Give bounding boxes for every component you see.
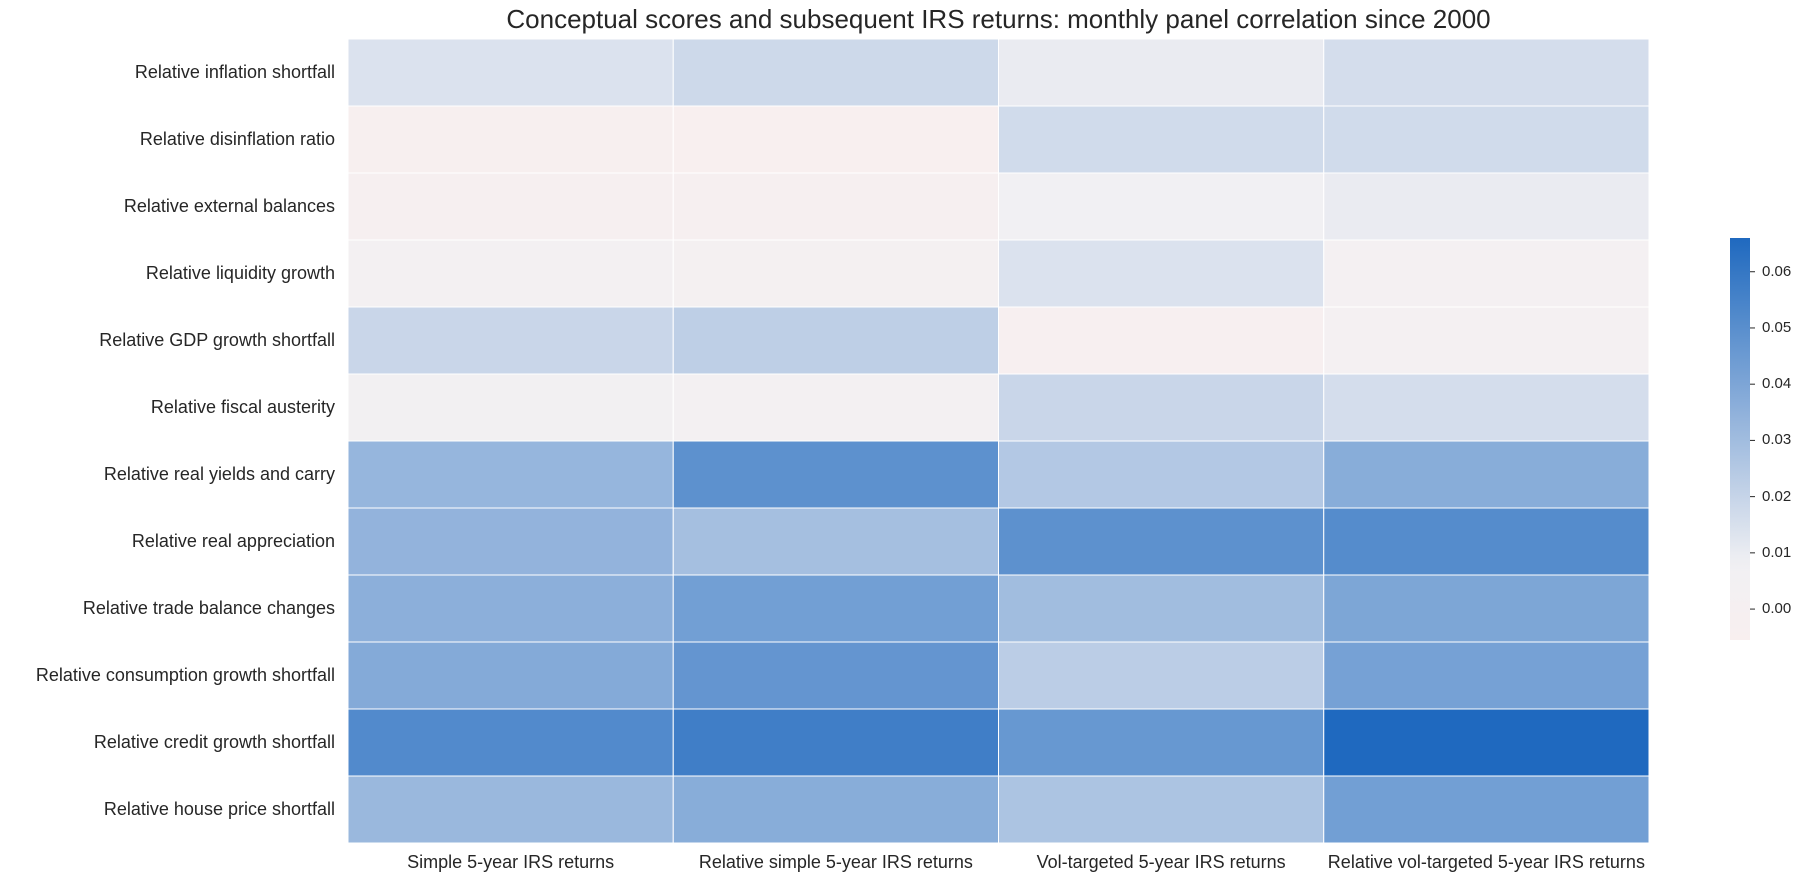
heatmap-cell [998,507,1325,576]
heatmap-cell [998,38,1325,107]
heatmap-cell [998,775,1325,844]
heatmap-cell [1323,775,1650,844]
heatmap-cell [347,775,674,844]
row-label: Relative fiscal austerity [150,396,335,417]
row-label: Relative external balances [123,195,335,216]
heatmap-cell [1323,641,1650,710]
heatmap-cell [347,239,674,308]
heatmap-cell [672,708,999,777]
row-label: Relative trade balance changes [82,597,335,618]
column-label: Vol-targeted 5-year IRS returns [1036,852,1286,872]
heatmap-cell [672,775,999,844]
heatmap-cell [347,306,674,375]
row-label: Relative liquidity growth [145,262,335,283]
heatmap-cell [347,574,674,643]
colorbar-tick-label: 0.02 [1762,487,1792,505]
heatmap-cell [347,105,674,174]
colorbar-tick-label: 0.00 [1762,600,1792,618]
heatmap-cell [998,239,1325,308]
heatmap-cell [672,373,999,442]
heatmap-cell [347,38,674,107]
heatmap-cell [1323,172,1650,241]
column-label: Relative simple 5-year IRS returns [698,852,973,872]
heatmap-cell [1323,373,1650,442]
heatmap-cell [672,239,999,308]
heatmap-cell [998,172,1325,241]
heatmap-cell [1323,440,1650,509]
row-label: Relative GDP growth shortfall [99,329,335,350]
row-label: Relative house price shortfall [103,798,335,819]
row-label: Relative disinflation ratio [139,128,335,149]
heatmap-cell [998,306,1325,375]
heatmap-cell [1323,239,1650,308]
heatmap-cell [672,38,999,107]
heatmap-cell [998,440,1325,509]
heatmap-cell [1323,574,1650,643]
heatmap-cell [1323,306,1650,375]
heatmap-cell [1323,507,1650,576]
column-label: Simple 5-year IRS returns [407,852,615,872]
heatmap-cell [672,507,999,576]
colorbar-tick-label: 0.04 [1762,375,1792,393]
heatmap-cell [347,708,674,777]
heatmap-cell [672,440,999,509]
heatmap-cell [672,172,999,241]
heatmap-cell [672,306,999,375]
heatmap-cell [1323,708,1650,777]
heatmap-cell [347,507,674,576]
colorbar [1730,238,1750,640]
chart-title: Conceptual scores and subsequent IRS ret… [506,4,1491,34]
row-label: Relative real yields and carry [103,463,335,484]
heatmap-cell [347,641,674,710]
colorbar-tick-label: 0.03 [1762,431,1792,449]
heatmap-cell [672,105,999,174]
heatmap-cell [998,105,1325,174]
row-label: Relative consumption growth shortfall [35,664,335,685]
heatmap-cell [998,708,1325,777]
heatmap-cell [347,373,674,442]
heatmap-cell [672,641,999,710]
colorbar-tick-label: 0.06 [1762,262,1792,280]
heatmap-cell [998,641,1325,710]
heatmap-cell [998,574,1325,643]
heatmap-cell [672,574,999,643]
heatmap-cell [1323,38,1650,107]
row-label: Relative real appreciation [131,530,335,551]
heatmap-cell [347,172,674,241]
heatmap-cell [347,440,674,509]
column-label: Relative vol-targeted 5-year IRS returns [1327,852,1645,872]
row-label: Relative inflation shortfall [134,61,335,82]
heatmap-cell [1323,105,1650,174]
heatmap-cell [998,373,1325,442]
row-label: Relative credit growth shortfall [93,731,335,752]
colorbar-tick-label: 0.01 [1762,543,1792,561]
colorbar-tick-label: 0.05 [1762,318,1792,336]
